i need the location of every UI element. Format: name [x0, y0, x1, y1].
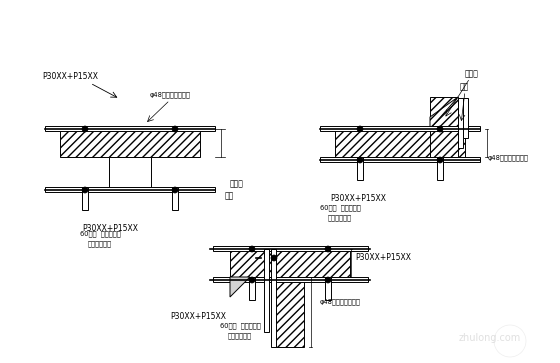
Polygon shape: [430, 97, 458, 129]
Bar: [45, 187, 215, 192]
Bar: [320, 126, 480, 131]
Bar: [335, 129, 465, 157]
Text: zhulong.com: zhulong.com: [459, 333, 521, 343]
Text: P30XX+P15XX: P30XX+P15XX: [170, 312, 226, 321]
Bar: [271, 249, 276, 347]
Text: P30XX+P15XX: P30XX+P15XX: [82, 224, 138, 233]
Circle shape: [172, 126, 178, 132]
Bar: [45, 126, 215, 131]
Bar: [264, 249, 269, 332]
Text: P30XX+P15XX: P30XX+P15XX: [355, 253, 411, 262]
Bar: [230, 249, 350, 277]
Bar: [320, 157, 480, 162]
Circle shape: [271, 255, 277, 261]
Circle shape: [357, 126, 363, 132]
Text: 内角模模判定: 内角模模判定: [228, 332, 252, 339]
Bar: [60, 129, 200, 157]
Text: 阴角模: 阴角模: [230, 179, 244, 188]
Circle shape: [249, 277, 255, 283]
Bar: [357, 157, 363, 180]
Circle shape: [437, 157, 443, 163]
Text: φ48钉管每层模四道: φ48钉管每层模四道: [320, 298, 361, 305]
Bar: [213, 277, 368, 282]
Polygon shape: [230, 277, 250, 297]
Circle shape: [82, 126, 88, 132]
Text: 内角模模判定: 内角模模判定: [328, 214, 352, 221]
Text: φ48钉管每层模四道: φ48钉管每层模四道: [150, 91, 191, 98]
Text: 内角模模判定: 内角模模判定: [88, 240, 112, 246]
Bar: [276, 277, 304, 347]
Text: 阴角模: 阴角模: [465, 69, 479, 78]
Text: 木模: 木模: [460, 82, 469, 91]
Text: 60上下  内级模尺律: 60上下 内级模尺律: [80, 230, 120, 237]
Bar: [109, 157, 151, 187]
Bar: [437, 157, 443, 180]
Bar: [249, 277, 255, 300]
Text: P30XX+P15XX: P30XX+P15XX: [330, 194, 386, 203]
Circle shape: [325, 246, 331, 252]
Bar: [325, 277, 331, 300]
Bar: [213, 246, 368, 251]
Circle shape: [172, 187, 178, 193]
Circle shape: [249, 246, 255, 252]
Text: 60上下  内级模尺律: 60上下 内级模尺律: [220, 322, 260, 329]
Bar: [82, 187, 88, 210]
Bar: [463, 98, 468, 138]
Circle shape: [437, 126, 443, 132]
Circle shape: [325, 277, 331, 283]
Text: φ48钉管每层模四道: φ48钉管每层模四道: [488, 155, 529, 161]
Text: 木模: 木模: [225, 191, 234, 200]
Bar: [458, 98, 463, 148]
Bar: [430, 97, 458, 157]
Text: P30XX+P15XX: P30XX+P15XX: [42, 72, 98, 81]
Circle shape: [82, 187, 88, 193]
Text: 60上下  内级模尺律: 60上下 内级模尺律: [320, 204, 361, 211]
Bar: [172, 187, 178, 210]
Circle shape: [357, 157, 363, 163]
